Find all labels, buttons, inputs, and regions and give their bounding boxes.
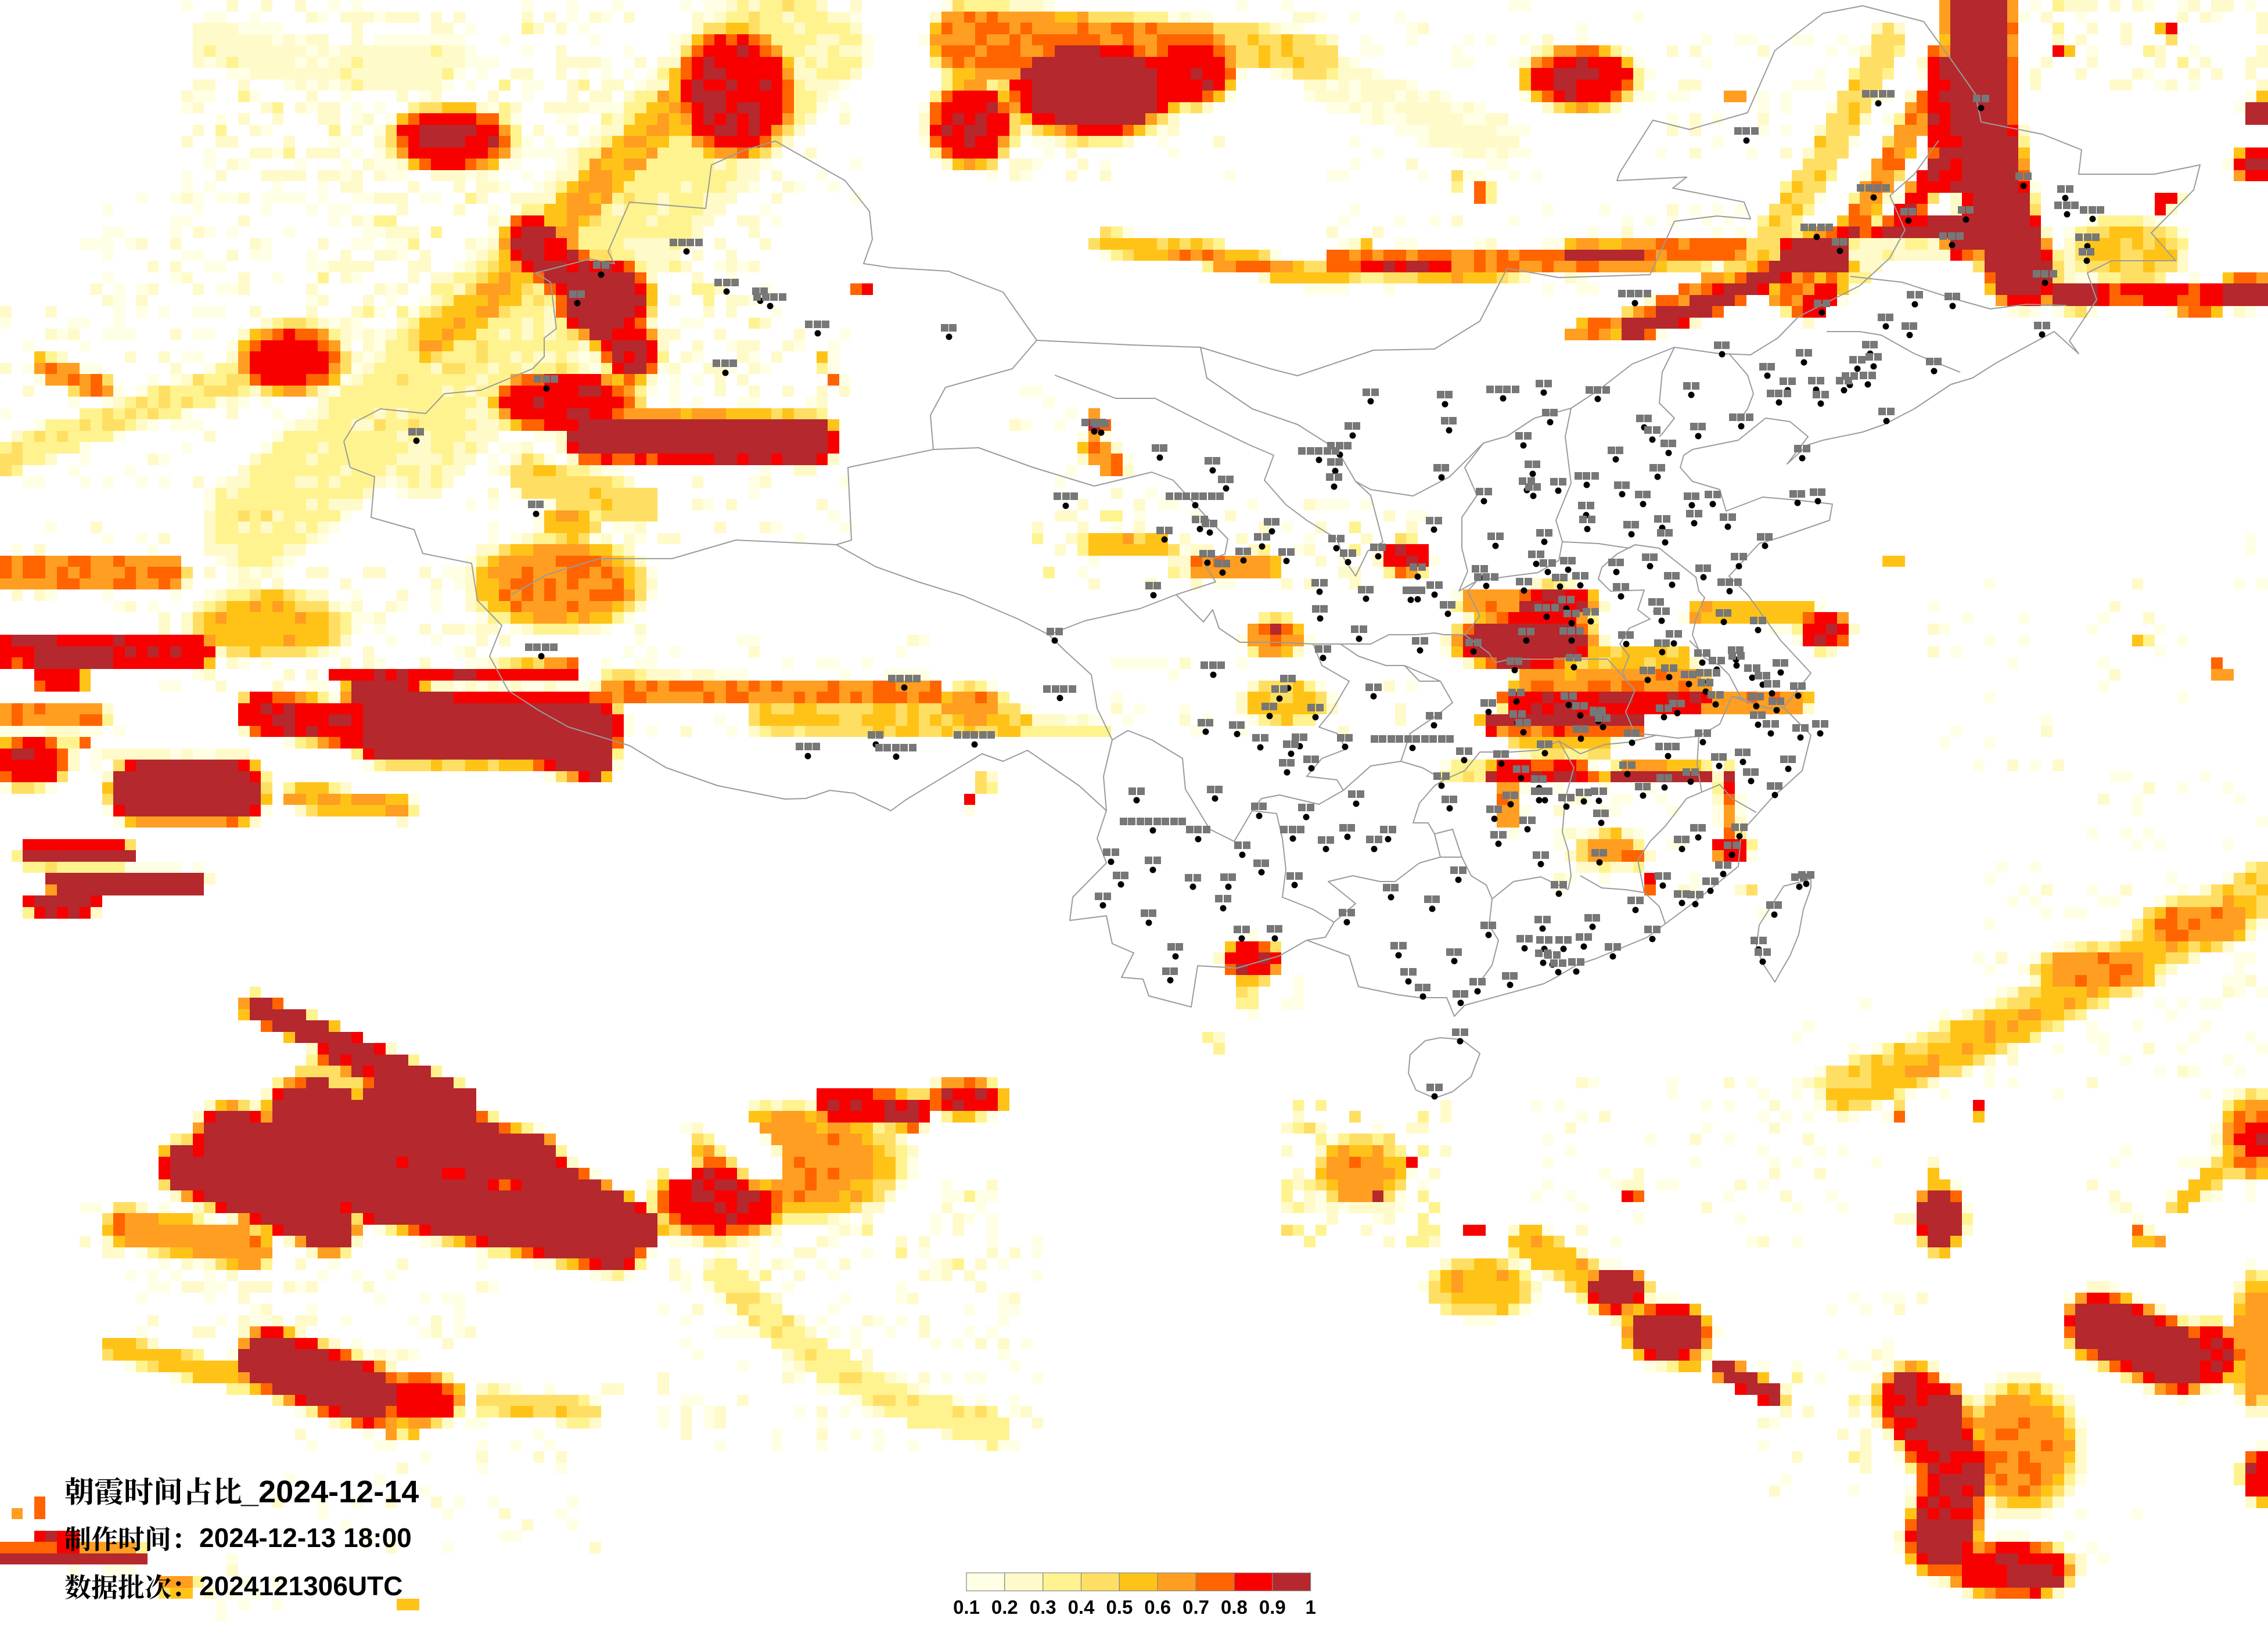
svg-text:0.2: 0.2 — [991, 1596, 1018, 1618]
svg-text:0.4: 0.4 — [1068, 1596, 1095, 1618]
svg-text:2024121306UTC: 2024121306UTC — [199, 1571, 402, 1601]
svg-text:0.5: 0.5 — [1106, 1596, 1133, 1618]
svg-text:0.8: 0.8 — [1221, 1596, 1248, 1618]
svg-text:0.7: 0.7 — [1182, 1596, 1209, 1618]
svg-text:0.6: 0.6 — [1144, 1596, 1171, 1618]
svg-text:2024-12-13 18:00: 2024-12-13 18:00 — [199, 1523, 412, 1553]
svg-text:_2024-12-14: _2024-12-14 — [240, 1474, 419, 1509]
svg-text:0.9: 0.9 — [1259, 1596, 1286, 1618]
svg-text:1: 1 — [1306, 1596, 1316, 1618]
svg-text:0.1: 0.1 — [953, 1596, 980, 1618]
svg-text:0.3: 0.3 — [1030, 1596, 1056, 1618]
